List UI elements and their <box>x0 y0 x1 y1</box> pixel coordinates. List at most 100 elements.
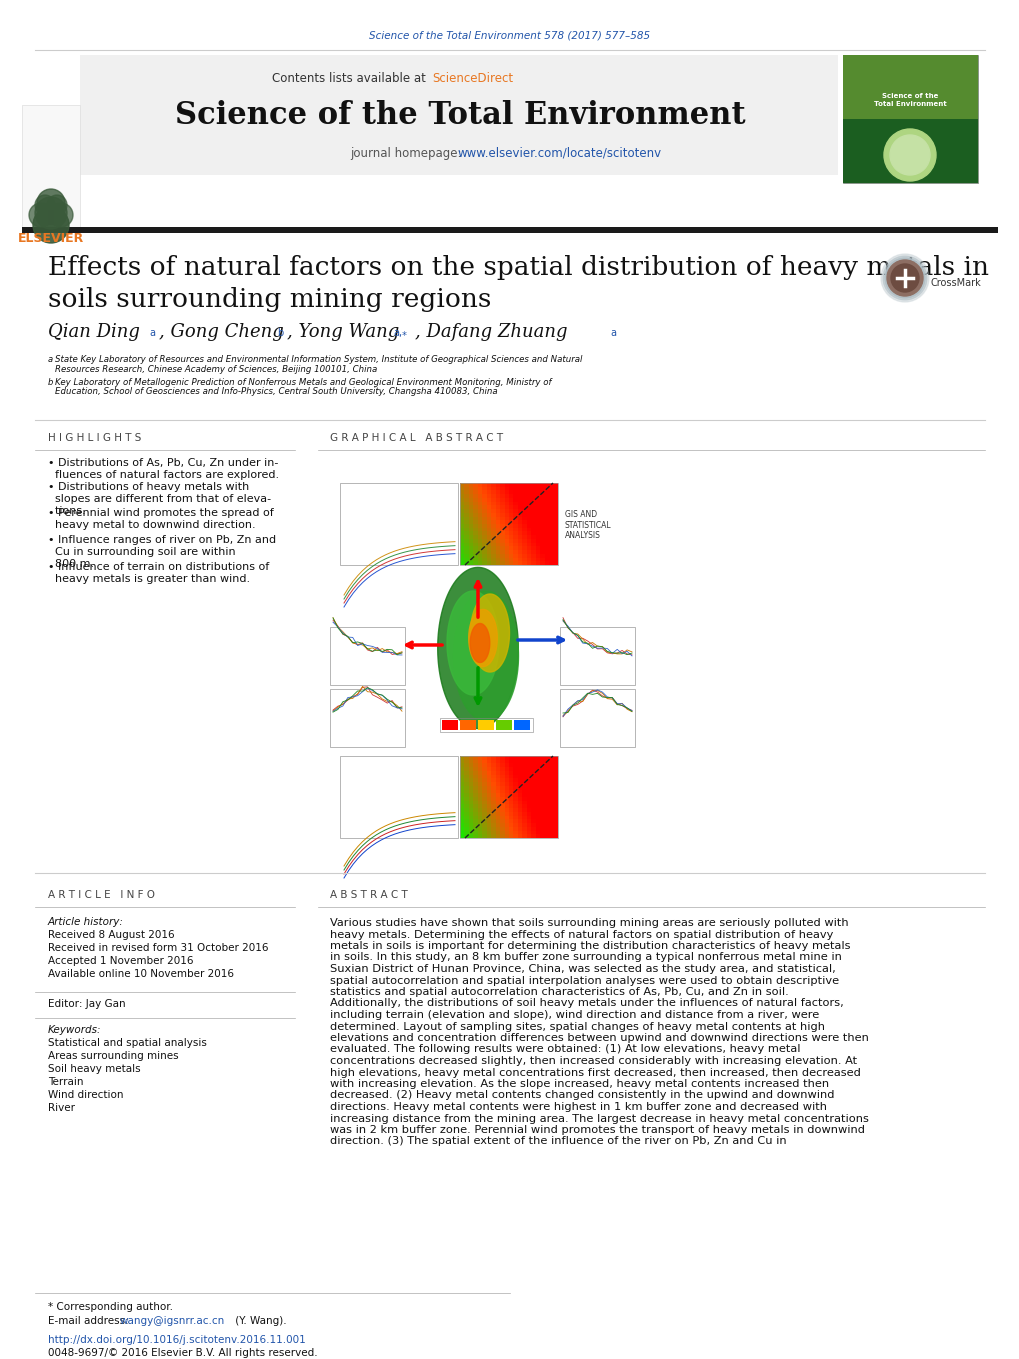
Bar <box>508 501 513 506</box>
Bar <box>553 491 557 495</box>
Bar <box>522 826 526 830</box>
Bar <box>508 542 513 546</box>
Bar <box>486 482 491 487</box>
Bar <box>544 756 548 760</box>
Bar <box>473 805 477 809</box>
Bar <box>540 482 544 487</box>
Bar <box>540 491 544 495</box>
Bar <box>486 756 491 760</box>
Bar <box>535 535 540 540</box>
Bar <box>535 501 540 506</box>
Bar <box>535 768 540 771</box>
Bar <box>508 525 513 527</box>
Bar <box>513 834 518 839</box>
Bar <box>508 495 513 497</box>
Bar <box>553 800 557 805</box>
Bar <box>482 800 486 805</box>
Bar <box>544 501 548 506</box>
Bar <box>508 554 513 557</box>
Bar <box>548 760 553 764</box>
Bar <box>518 561 522 565</box>
Bar <box>508 800 513 805</box>
Bar <box>514 720 530 730</box>
Bar <box>553 826 557 830</box>
Bar <box>473 809 477 811</box>
Bar <box>531 540 535 542</box>
Bar <box>495 542 499 546</box>
Bar <box>513 501 518 506</box>
Bar <box>469 834 473 839</box>
Text: Areas surrounding mines: Areas surrounding mines <box>48 1051 178 1061</box>
Bar <box>491 501 495 506</box>
Bar <box>548 520 553 525</box>
Bar <box>842 54 977 183</box>
Bar <box>518 826 522 830</box>
Bar <box>513 482 518 487</box>
Bar <box>491 516 495 520</box>
Bar <box>522 811 526 815</box>
Bar <box>508 531 513 535</box>
Bar <box>513 531 518 535</box>
Bar <box>535 554 540 557</box>
Bar <box>526 796 531 800</box>
Bar <box>486 826 491 830</box>
Bar <box>477 834 482 839</box>
Bar <box>522 535 526 540</box>
Bar <box>495 516 499 520</box>
Bar <box>508 491 513 495</box>
Bar <box>522 506 526 510</box>
Bar <box>464 561 469 565</box>
Bar <box>531 764 535 768</box>
Bar <box>495 760 499 764</box>
Bar <box>477 495 482 497</box>
Bar <box>531 771 535 775</box>
Bar <box>473 824 477 826</box>
Bar <box>526 826 531 830</box>
Bar <box>522 550 526 554</box>
Text: • Distributions of As, Pb, Cu, Zn under in-: • Distributions of As, Pb, Cu, Zn under … <box>48 458 278 467</box>
Bar <box>460 510 464 512</box>
Bar <box>473 491 477 495</box>
Bar <box>522 510 526 512</box>
Text: Wind direction: Wind direction <box>48 1090 123 1099</box>
Bar <box>531 756 535 760</box>
Bar <box>548 557 553 561</box>
Bar <box>544 512 548 516</box>
Circle shape <box>880 254 928 302</box>
Circle shape <box>37 189 65 217</box>
Bar <box>548 756 553 760</box>
Text: with increasing elevation. As the slope increased, heavy metal contents increase: with increasing elevation. As the slope … <box>330 1079 828 1089</box>
Bar <box>499 527 504 531</box>
Bar <box>522 760 526 764</box>
Bar <box>482 815 486 819</box>
Bar <box>553 516 557 520</box>
Bar <box>553 497 557 501</box>
Bar <box>504 557 508 561</box>
Text: metals in soils is important for determining the distribution characteristics of: metals in soils is important for determi… <box>330 940 850 951</box>
Bar <box>518 824 522 826</box>
Bar <box>491 826 495 830</box>
Text: Resources Research, Chinese Academy of Sciences, Beijing 100101, China: Resources Research, Chinese Academy of S… <box>55 364 377 374</box>
Bar <box>499 540 504 542</box>
Bar <box>464 811 469 815</box>
Bar <box>513 811 518 815</box>
Bar <box>477 540 482 542</box>
Bar <box>477 764 482 768</box>
Bar <box>460 819 464 824</box>
Bar <box>553 542 557 546</box>
Bar <box>522 824 526 826</box>
Bar <box>491 805 495 809</box>
Bar <box>460 771 464 775</box>
Bar <box>482 531 486 535</box>
Bar <box>486 550 491 554</box>
Bar <box>477 768 482 771</box>
Bar <box>548 491 553 495</box>
Bar <box>526 781 531 786</box>
Bar <box>504 550 508 554</box>
Bar <box>553 819 557 824</box>
Bar <box>526 550 531 554</box>
Bar <box>504 800 508 805</box>
Bar <box>495 512 499 516</box>
Bar <box>508 796 513 800</box>
Bar <box>522 482 526 487</box>
